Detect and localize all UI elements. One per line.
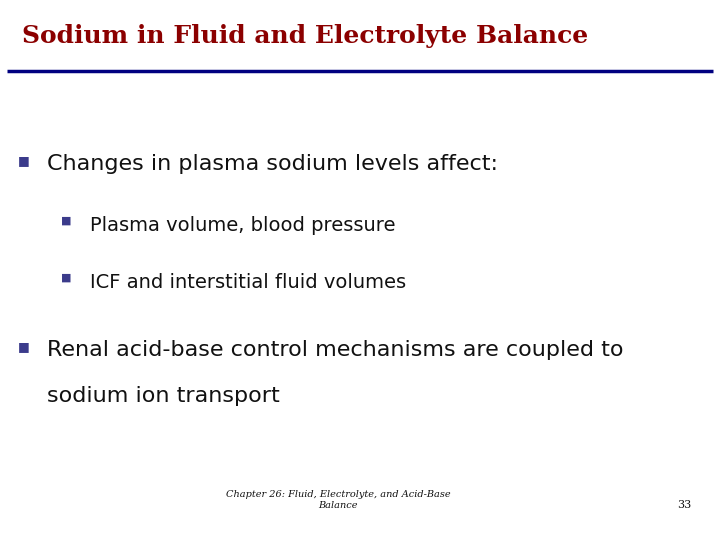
Text: 33: 33 bbox=[677, 500, 691, 510]
Text: ■: ■ bbox=[61, 216, 72, 226]
Text: ■: ■ bbox=[61, 273, 72, 283]
Text: ■: ■ bbox=[18, 340, 30, 353]
Text: Chapter 26: Fluid, Electrolyte, and Acid-Base
Balance: Chapter 26: Fluid, Electrolyte, and Acid… bbox=[226, 490, 451, 510]
Text: Changes in plasma sodium levels affect:: Changes in plasma sodium levels affect: bbox=[47, 154, 498, 174]
Text: sodium ion transport: sodium ion transport bbox=[47, 386, 279, 406]
Text: ■: ■ bbox=[18, 154, 30, 167]
Text: Sodium in Fluid and Electrolyte Balance: Sodium in Fluid and Electrolyte Balance bbox=[22, 24, 588, 48]
Text: Renal acid-base control mechanisms are coupled to: Renal acid-base control mechanisms are c… bbox=[47, 340, 624, 360]
Text: ICF and interstitial fluid volumes: ICF and interstitial fluid volumes bbox=[90, 273, 406, 292]
Text: Plasma volume, blood pressure: Plasma volume, blood pressure bbox=[90, 216, 395, 235]
